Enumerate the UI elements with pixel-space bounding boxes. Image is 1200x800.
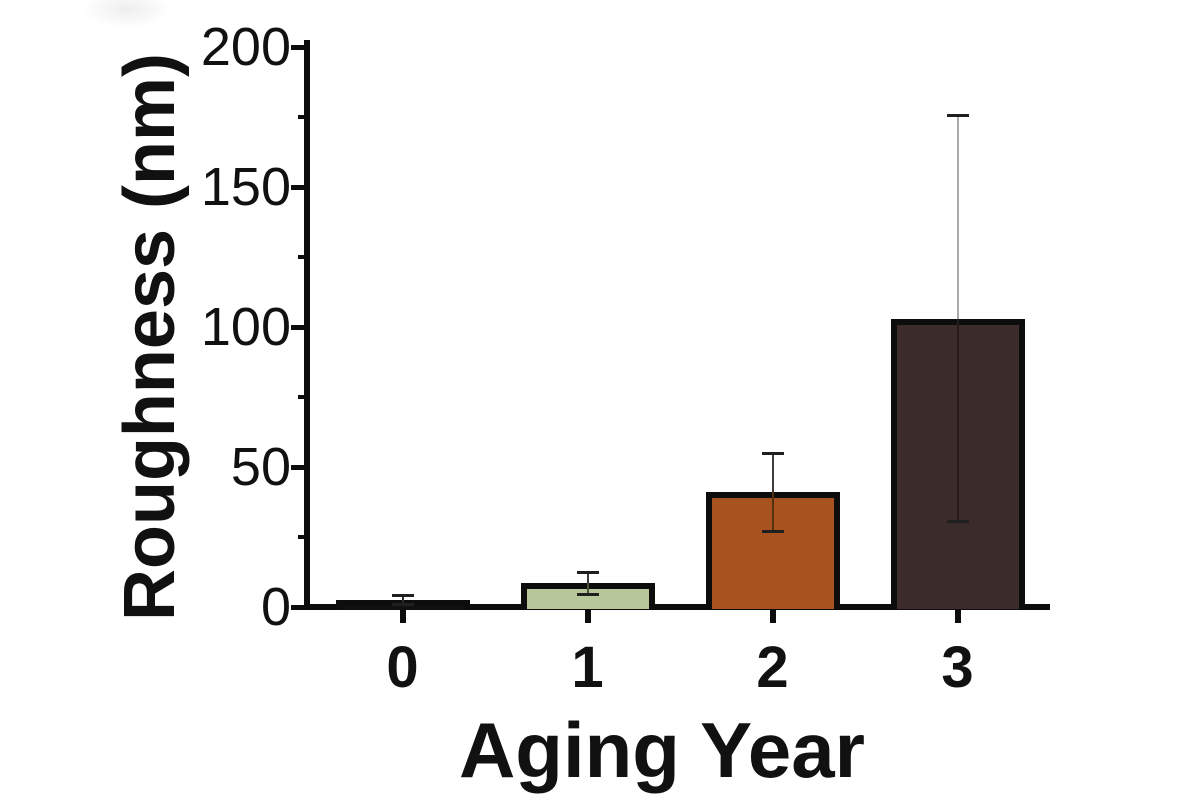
error-bar-line: [586, 583, 589, 595]
error-bar-cap-bottom: [946, 520, 969, 524]
x-tick-label: 3: [941, 635, 974, 700]
error-bar-line: [586, 572, 589, 584]
y-tick-label: 50: [230, 437, 291, 497]
x-tick-label: 2: [756, 635, 789, 700]
y-tick-label: 200: [200, 17, 291, 77]
error-bar-cap-top: [391, 594, 414, 598]
y-tick-label: 0: [260, 577, 291, 637]
error-bar-line: [771, 492, 774, 532]
error-bar-line: [771, 453, 774, 493]
x-tick-label: 1: [571, 635, 604, 700]
x-tick-label: 0: [386, 635, 419, 700]
x-tick: [584, 610, 591, 623]
y-minor-tick: [298, 115, 305, 119]
x-tick: [399, 610, 406, 623]
y-minor-tick: [298, 395, 305, 399]
y-tick: [291, 44, 304, 50]
x-tick: [769, 610, 776, 623]
y-tick: [291, 604, 304, 610]
error-bar-cap-bottom: [576, 592, 599, 596]
y-tick-label: 150: [200, 157, 291, 217]
y-minor-tick: [298, 535, 305, 539]
y-tick: [291, 464, 304, 470]
error-bar-cap-bottom: [391, 602, 414, 606]
x-tick: [954, 610, 961, 623]
error-bar-line: [401, 595, 404, 600]
error-bar-cap-top: [946, 114, 969, 118]
error-bar-cap-bottom: [761, 529, 784, 533]
x-axis-line: [304, 604, 1050, 610]
error-bar-line: [956, 318, 959, 522]
error-bar-line: [956, 115, 959, 319]
y-tick-label: 100: [200, 297, 291, 357]
error-bar-cap-top: [576, 570, 599, 574]
x-axis-title: Aging Year: [458, 706, 866, 794]
y-tick: [291, 184, 304, 190]
error-bar-cap-top: [761, 451, 784, 455]
y-tick: [291, 324, 304, 330]
y-minor-tick: [298, 255, 305, 259]
error-bar-line: [401, 600, 404, 605]
y-axis-line: [304, 40, 310, 610]
